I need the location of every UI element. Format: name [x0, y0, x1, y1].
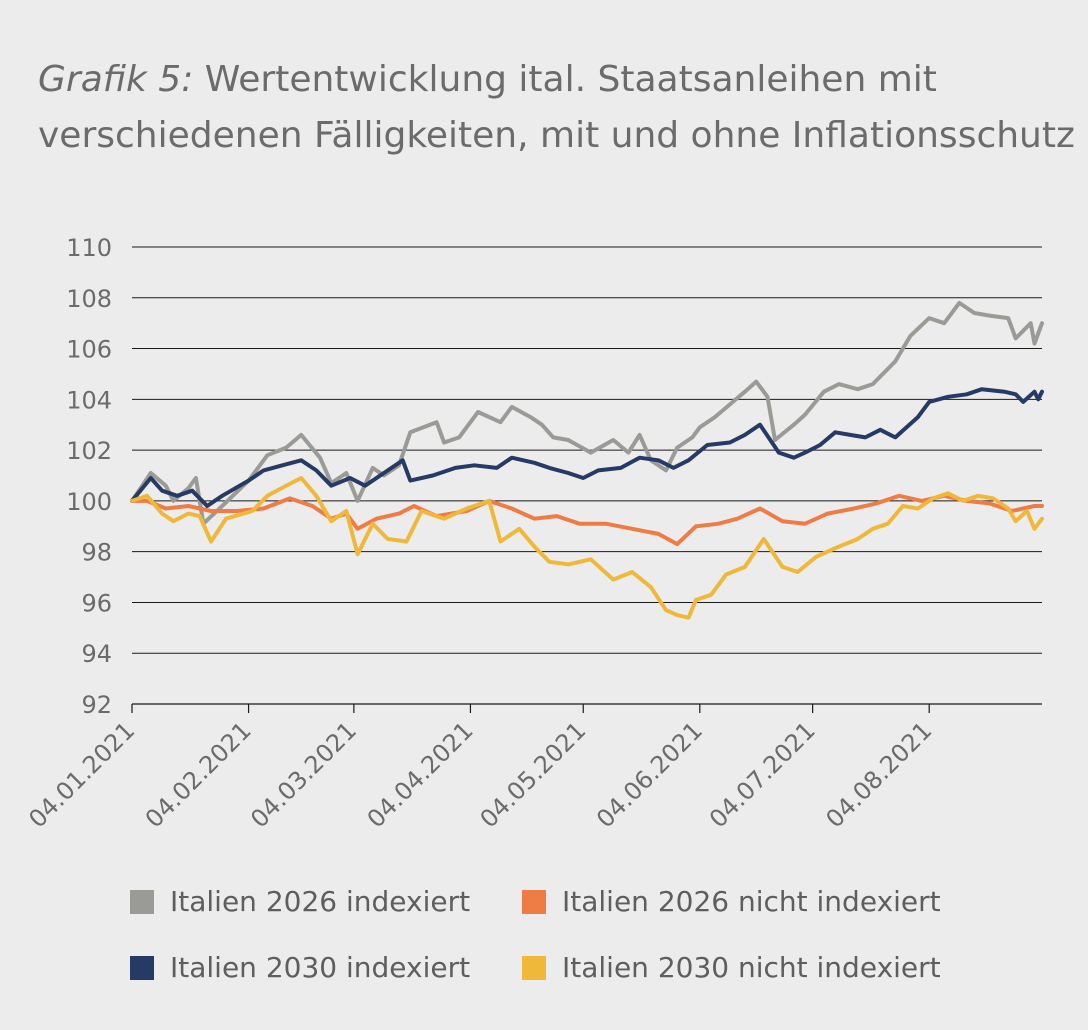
series-line	[130, 300, 1044, 526]
legend-swatch	[130, 955, 154, 980]
y-tick-label: 104	[66, 386, 112, 414]
legend-item: Italien 2030 indexiert	[130, 951, 470, 984]
legend-swatch	[522, 889, 546, 914]
gridlines	[132, 246, 1042, 705]
y-tick-label: 110	[66, 234, 112, 262]
y-tick-label: 102	[66, 437, 112, 465]
y-tick-label: 106	[66, 336, 112, 364]
y-axis-ticks: 92 94 96 98 100 102 104 106 108 110	[66, 234, 112, 719]
x-tick-label: 04.08.2021	[820, 716, 937, 833]
x-tick-label: 04.04.2021	[362, 716, 479, 833]
series-lines	[130, 300, 1044, 620]
legend-label: Italien 2026 nicht indexiert	[562, 885, 941, 918]
chart-title: Grafik 5: Wertentwicklung ital. Staatsan…	[38, 52, 1078, 164]
x-tick-label: 04.02.2021	[140, 716, 257, 833]
legend-label: Italien 2030 indexiert	[170, 951, 471, 984]
y-tick-label: 98	[81, 539, 112, 567]
legend: Italien 2026 indexiert Italien 2026 nich…	[130, 885, 1030, 1005]
x-tick-label: 04.05.2021	[475, 716, 592, 833]
y-tick-label: 96	[81, 589, 112, 617]
x-tick-label: 04.07.2021	[704, 716, 821, 833]
legend-swatch	[522, 955, 546, 980]
series-line	[130, 387, 1044, 508]
chart-title-text: Wertentwicklung ital. Staatsanleihen mit…	[38, 59, 1075, 156]
series-line	[130, 476, 1044, 620]
x-tick-label: 04.06.2021	[591, 716, 708, 833]
x-tick-label: 04.01.2021	[23, 716, 140, 833]
y-tick-label: 94	[81, 640, 112, 668]
x-tick-label: 04.03.2021	[245, 716, 362, 833]
series-line	[130, 493, 1044, 547]
y-tick-label: 100	[66, 488, 112, 516]
legend-item: Italien 2026 nicht indexiert	[522, 885, 941, 918]
y-tick-label: 92	[81, 691, 112, 719]
legend-label: Italien 2026 indexiert	[170, 885, 471, 918]
legend-swatch	[130, 889, 154, 914]
legend-item: Italien 2026 indexiert	[130, 885, 470, 918]
chart-title-prefix: Grafik 5:	[38, 59, 194, 100]
y-tick-label: 108	[66, 285, 112, 313]
legend-label: Italien 2030 nicht indexiert	[562, 951, 941, 984]
legend-item: Italien 2030 nicht indexiert	[522, 951, 941, 984]
